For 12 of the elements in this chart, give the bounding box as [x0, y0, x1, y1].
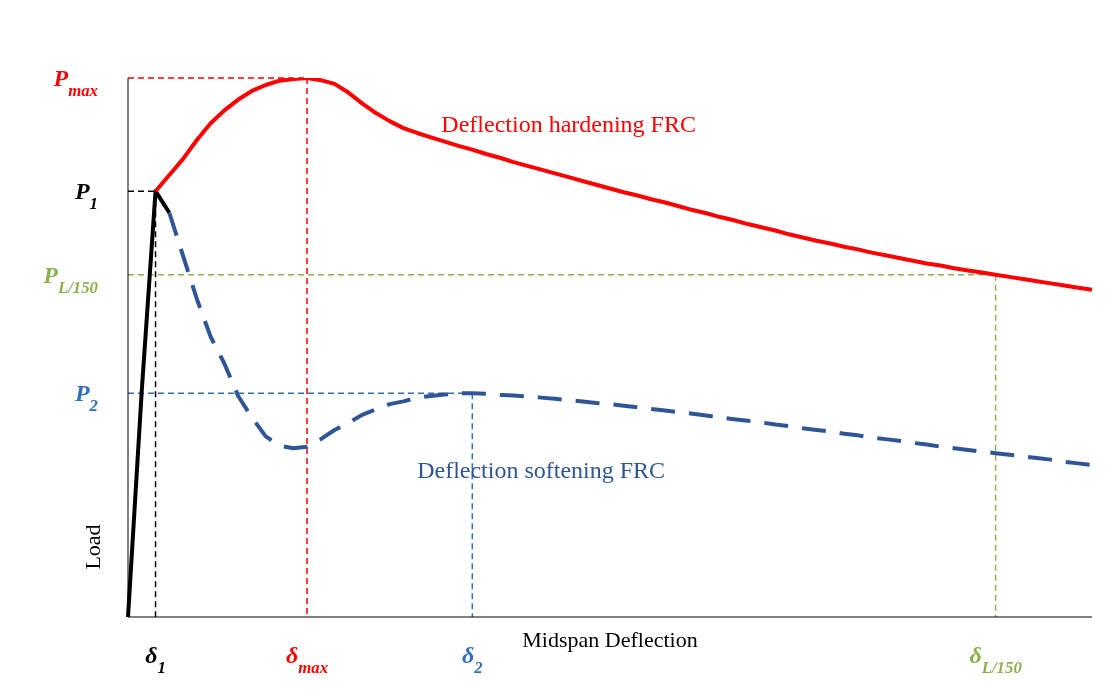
- ref-line-label: P$_{L/150}$: [42, 261, 99, 297]
- x-tick-label: δ$_{max}$: [285, 642, 329, 677]
- x-tick-label: δ$_{1}$: [145, 642, 166, 677]
- x-axis-title: Midspan Deflection: [522, 627, 698, 652]
- y-axis-title: Load: [80, 524, 105, 570]
- ref-line-label: P$_{max}$: [52, 65, 98, 100]
- ref-line-label: P$_{2}$: [73, 380, 98, 415]
- series-label: Deflection hardening FRC: [441, 111, 696, 138]
- x-tick-label: δ$_{2}$: [461, 642, 483, 677]
- series-label: Deflection softening FRC: [417, 456, 666, 483]
- ref-line-label: P$_{1}$: [73, 178, 98, 213]
- x-tick-label: δ$_{L/150}$: [969, 642, 1023, 677]
